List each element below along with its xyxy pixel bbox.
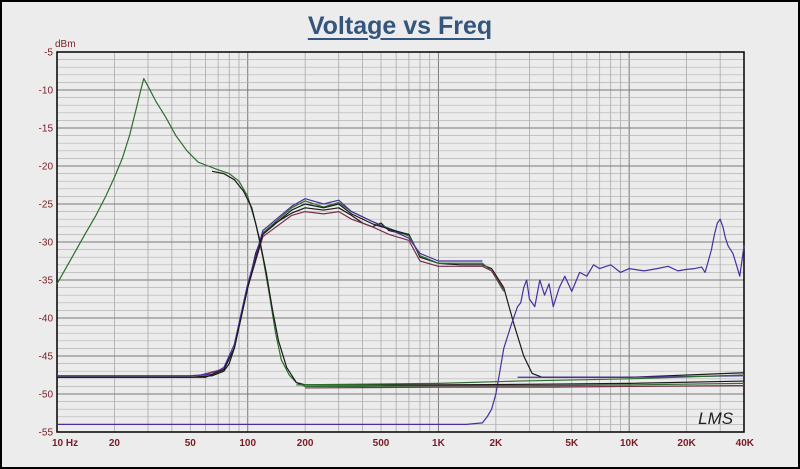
y-axis-ticks: -5 -10 -15 -20 -25 -30 -35 -40 -45 -50 -55 — [39, 48, 54, 439]
series-line-7 — [57, 203, 410, 378]
x-tick-label: 40K — [736, 438, 755, 449]
series-layer — [56, 78, 745, 425]
y-tick-label: -55 — [39, 428, 54, 439]
series-line-6 — [57, 198, 483, 377]
series-line-5 — [57, 218, 745, 425]
x-tick-label: 5K — [565, 438, 579, 449]
x-tick-label: 10 Hz — [52, 438, 78, 449]
x-tick-label: 2K — [489, 438, 503, 449]
y-tick-label: -45 — [39, 352, 54, 363]
chart-title: Voltage vs Freq — [307, 12, 493, 40]
y-tick-label: -30 — [39, 238, 54, 249]
series-line-8 — [211, 170, 745, 386]
x-tick-label: 1K — [432, 438, 446, 449]
y-tick-label: -35 — [39, 276, 54, 287]
y-axis-label: dBm — [55, 39, 76, 50]
x-tick-label: 20K — [677, 438, 696, 449]
y-tick-label: -50 — [39, 390, 54, 401]
x-tick-label: 50 — [185, 438, 197, 449]
series-line-10 — [305, 385, 745, 389]
y-tick-label: -20 — [39, 162, 54, 173]
x-tick-label: 500 — [373, 438, 390, 449]
series-line-11 — [296, 374, 745, 386]
x-tick-label: 10K — [620, 438, 639, 449]
x-tick-label: 200 — [297, 438, 314, 449]
x-axis-ticks: 10 Hz 20 50 100 200 500 1K 2K 5K 10K 20K 40K — [52, 438, 755, 449]
lms-watermark: LMS — [698, 409, 734, 428]
plot-border — [56, 51, 745, 433]
y-tick-label: -25 — [39, 200, 54, 211]
y-tick-label: -5 — [44, 48, 53, 59]
y-tick-label: -10 — [39, 86, 54, 97]
x-tick-label: 100 — [239, 438, 256, 449]
y-tick-label: -40 — [39, 314, 54, 325]
y-tick-label: -15 — [39, 124, 54, 135]
x-tick-label: 20 — [109, 438, 121, 449]
